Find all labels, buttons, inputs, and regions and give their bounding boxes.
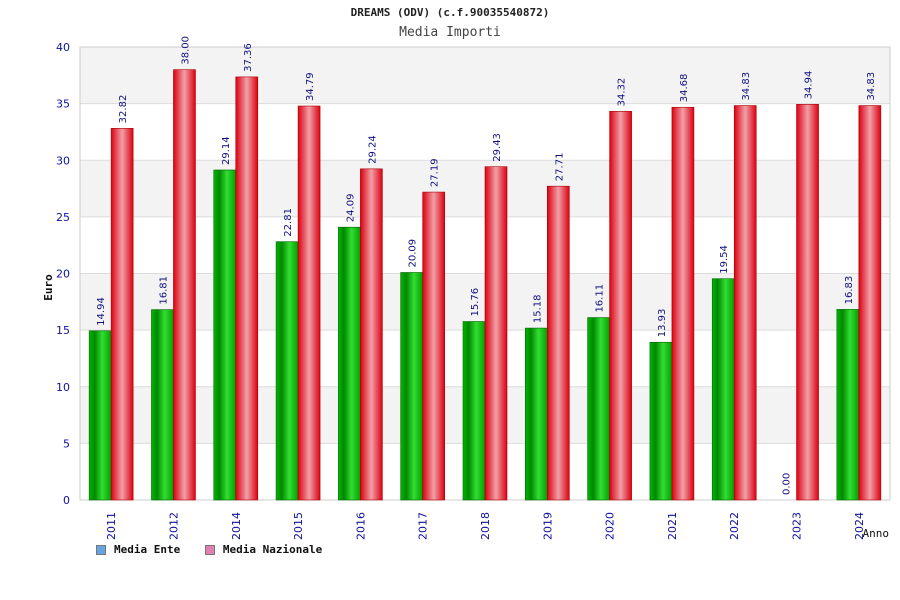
legend-swatch-media-nazionale	[204, 544, 215, 555]
bar-media-nazionale	[547, 185, 570, 501]
chart-title: DREAMS (ODV) (c.f.90035540872)	[350, 6, 550, 19]
data-label: 16.81	[158, 276, 169, 305]
y-tick-label: 0	[63, 494, 70, 507]
bar-media-ente	[587, 317, 610, 501]
bar-media-nazionale	[422, 191, 445, 501]
data-label: 14.94	[96, 297, 107, 326]
data-label: 27.19	[430, 158, 441, 187]
bar-media-ente	[462, 321, 486, 501]
x-tick-label: 2015	[292, 512, 305, 540]
data-label: 27.71	[554, 153, 565, 182]
legend-item-media-nazionale: Media Nazionale	[204, 543, 323, 556]
x-tick-label: 2011	[105, 512, 118, 540]
legend-swatch-media-ente	[96, 544, 106, 555]
bar-media-nazionale	[796, 104, 819, 501]
data-label: 32.82	[118, 95, 129, 124]
y-tick-label: 20	[56, 268, 70, 281]
bar-media-ente	[151, 309, 174, 501]
legend: Media Ente Media Nazionale	[96, 543, 340, 558]
x-tick-label: 2023	[791, 512, 804, 540]
data-label: 15.76	[470, 288, 481, 317]
x-tick-label: 2018	[479, 512, 492, 540]
x-tick-label: 2021	[666, 512, 679, 540]
data-label: 29.24	[367, 135, 378, 164]
y-tick-label: 40	[56, 41, 70, 54]
bar-media-nazionale	[671, 106, 695, 501]
data-label: 34.94	[804, 71, 815, 100]
x-axis-label: Anno	[863, 527, 890, 540]
bar-media-nazionale	[733, 105, 757, 501]
data-label: 13.93	[657, 309, 668, 338]
x-tick-label: 2019	[541, 512, 554, 540]
bar-media-ente	[711, 278, 735, 501]
x-tick-label: 2020	[604, 512, 617, 540]
bar-media-nazionale	[297, 105, 321, 501]
data-label: 20.09	[408, 239, 419, 268]
data-label: 34.32	[617, 78, 628, 107]
data-label: 29.43	[492, 133, 503, 162]
data-label: 34.68	[679, 74, 690, 103]
y-tick-label: 25	[56, 211, 70, 224]
x-tick-label: 2017	[417, 512, 430, 540]
bar-media-ente	[400, 272, 423, 501]
data-label: 15.18	[532, 294, 543, 323]
bar-media-ente	[213, 169, 237, 501]
bar-media-nazionale	[173, 69, 196, 501]
x-tick-label: 2024	[853, 512, 866, 540]
bar-media-ente	[88, 330, 112, 501]
x-tick-label: 2022	[728, 512, 741, 540]
y-tick-label: 10	[56, 381, 70, 394]
bar-media-nazionale	[235, 76, 259, 501]
x-tick-label: 2012	[167, 512, 180, 540]
data-label: 16.83	[844, 276, 855, 305]
data-label: 19.54	[719, 245, 730, 274]
data-label: 24.09	[345, 194, 356, 223]
y-axis-label: Euro	[42, 274, 55, 301]
legend-item-media-ente: Media Ente	[96, 543, 180, 556]
y-tick-label: 35	[56, 98, 70, 111]
bar-media-ente	[836, 309, 860, 501]
data-label: 34.83	[741, 72, 752, 101]
legend-label-media-ente: Media Ente	[114, 543, 181, 556]
bar-media-nazionale	[484, 166, 508, 501]
data-label: 22.81	[283, 208, 294, 237]
bar-media-ente	[649, 341, 673, 501]
data-label: 34.83	[866, 72, 877, 101]
bar-media-nazionale	[858, 105, 882, 501]
data-label: 29.14	[221, 136, 232, 165]
grid-band	[80, 47, 890, 104]
data-label: 16.11	[595, 284, 606, 313]
bar-media-nazionale	[110, 128, 134, 501]
x-tick-label: 2014	[230, 512, 243, 540]
data-label: 34.79	[305, 72, 316, 101]
data-label: 37.36	[243, 43, 254, 72]
bar-media-nazionale	[609, 111, 632, 501]
legend-label-media-nazionale: Media Nazionale	[222, 543, 323, 556]
x-tick-label: 2016	[354, 512, 367, 540]
y-tick-label: 15	[56, 324, 70, 337]
bar-media-nazionale	[360, 168, 383, 501]
bar-media-ente	[338, 226, 361, 501]
y-tick-label: 30	[56, 154, 70, 167]
y-tick-label: 5	[63, 437, 70, 450]
chart-subtitle: Media Importi	[399, 25, 501, 40]
data-label: 38.00	[180, 36, 191, 65]
data-label: 0.00	[782, 473, 793, 495]
bar-media-ente	[525, 327, 548, 501]
bar-media-ente	[275, 241, 299, 501]
